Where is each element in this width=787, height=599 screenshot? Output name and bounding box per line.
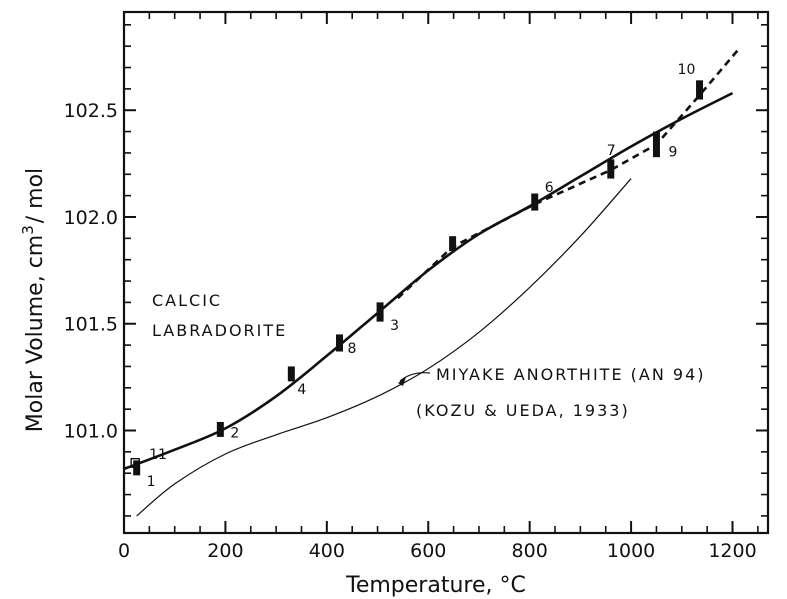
x-tick-label: 1000 [607, 540, 655, 562]
y-tick-label: 102.0 [64, 207, 118, 229]
annotation-calcic: CALCIC [152, 291, 222, 310]
measurement-marker [287, 366, 295, 382]
x-tick-label: 1200 [708, 540, 756, 562]
y-axis-title-text: Molar Volume, cm [23, 235, 48, 432]
measurement-label: 1 [147, 474, 156, 490]
measurement-label: 7 [607, 143, 616, 159]
plot-frame [122, 10, 770, 535]
y-axis-title-superscript: 3 [19, 225, 37, 235]
x-tick-label: 0 [118, 540, 130, 562]
y-axis-title-suffix: / mol [23, 168, 48, 223]
measurement-label: 11 [149, 447, 167, 463]
measurement-label: 6 [545, 180, 554, 196]
measurement-marker [336, 334, 344, 352]
plot-border [122, 10, 770, 535]
measurement-marker [696, 80, 704, 100]
measurement-marker [376, 302, 384, 322]
measurement-label: 8 [348, 341, 357, 357]
measurement-markers [130, 80, 704, 476]
axis-tick-labels: 0 200 400 600 800 1000 1200 101.0 101.5 102.0 102.… [64, 100, 757, 562]
y-tick-label: 101.0 [64, 421, 118, 443]
measurement-label: 10 [678, 62, 696, 78]
x-tick-label: 200 [207, 540, 243, 562]
measurement-marker [130, 457, 140, 468]
measurement-label: 4 [297, 382, 306, 398]
measurement-marker [607, 159, 615, 179]
x-tick-label: 400 [309, 540, 345, 562]
measurement-marker [531, 193, 539, 211]
y-axis-title: Molar Volume, cm3 / mol [19, 168, 48, 432]
measurement-marker [449, 236, 457, 252]
x-tick-label: 800 [512, 540, 548, 562]
y-tick-label: 102.5 [64, 100, 118, 122]
measurement-label: 9 [668, 144, 677, 160]
annotation-kozu-ueda: (KOZU & UEDA, 1933) [416, 401, 630, 420]
annotation-miyake-anorthite: MIYAKE ANORTHITE (AN 94) [436, 365, 705, 384]
x-tick-label: 600 [410, 540, 446, 562]
annotation-arrow [398, 372, 431, 386]
annotation-labradorite: LABRADORITE [152, 321, 287, 340]
measurement-marker [216, 421, 224, 437]
measurement-label: 2 [230, 425, 239, 441]
x-axis-title: Temperature, °C [345, 573, 526, 598]
miyake-anorthite-curve [136, 178, 632, 517]
y-tick-label: 101.5 [64, 314, 118, 336]
axis-ticks [123, 12, 768, 533]
measurement-marker [652, 131, 660, 158]
measurement-label: 3 [390, 318, 399, 334]
